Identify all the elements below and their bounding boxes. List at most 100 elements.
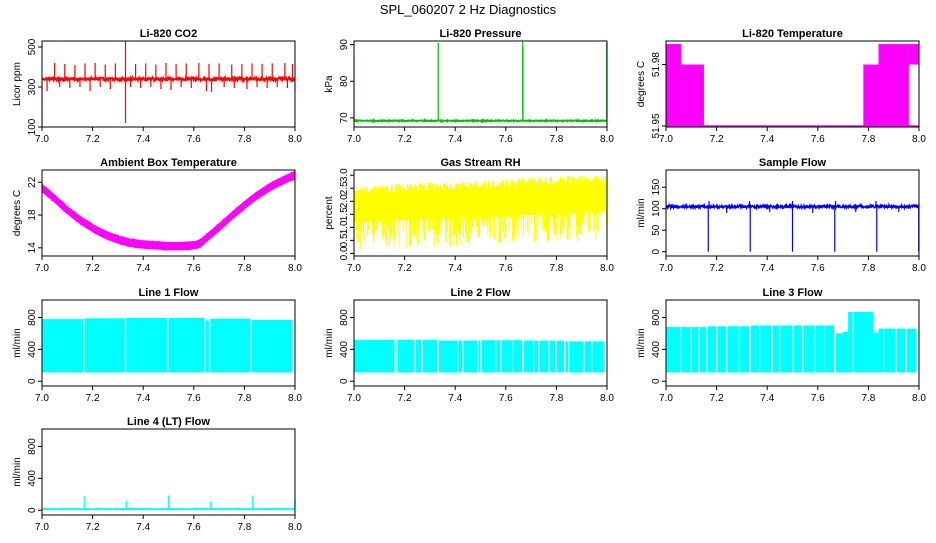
- series-line: [42, 74, 295, 84]
- panel-line1-flow: Line 1 Flow 7.0 7.2 7.4 7.6 7.8 8.0 0 400 800 ml/m…: [0, 284, 310, 414]
- plot-frame: [665, 40, 920, 128]
- x-tick-label: 7.0: [35, 134, 49, 145]
- x-tick-label: 8.0: [600, 393, 614, 404]
- y-axis-label: ml/min: [12, 457, 23, 486]
- flow-block: [205, 320, 209, 373]
- series-rh: [354, 175, 607, 250]
- x-tick-label: 7.0: [347, 134, 361, 145]
- x-tick-label: 8.0: [912, 393, 926, 404]
- y-tick-label: 0.5: [339, 233, 350, 247]
- x-tick-label: 8.0: [600, 263, 614, 274]
- panel-li820-temperature: Li-820 Temperature 7.0 7.2 7.4 7.6 7.8 8.0 51.9…: [624, 25, 934, 155]
- flow-block: [42, 319, 84, 373]
- flow-block: [793, 325, 835, 373]
- x-tick-label: 7.4: [136, 134, 150, 145]
- y-tick-label: 300: [27, 78, 38, 95]
- y-tick-label: 0: [651, 248, 662, 254]
- flow-block: [523, 340, 564, 373]
- x-tick-label: 7.4: [448, 134, 462, 145]
- x-tick-label: 7.8: [237, 263, 251, 274]
- y-axis-label: degrees C: [12, 190, 23, 236]
- panel-line4-lt-flow: Line 4 (LT) Flow 7.0 7.2 7.4 7.6 7.8 8.0 0 400 80…: [0, 413, 310, 543]
- x-tick-label: 7.4: [136, 263, 150, 274]
- plot-frame: [41, 428, 296, 516]
- x-tick-label: 7.2: [86, 522, 100, 533]
- series-temperature: [666, 44, 919, 127]
- y-axis-label: ml/min: [12, 328, 23, 357]
- x-tick-label: 8.0: [288, 263, 302, 274]
- value-band: [908, 44, 919, 65]
- panel-li820-co2: Li-820 CO2 7.0 7.2 7.4 7.6 7.8 8.0 100 300 500 Lic…: [0, 25, 310, 155]
- y-axis-label: kPa: [324, 75, 335, 93]
- flow-block: [210, 318, 251, 373]
- y-tick-label: 0: [27, 378, 38, 384]
- chart-title: Sample Flow: [759, 157, 827, 169]
- y-tick-label: 51.95: [651, 113, 662, 138]
- y-tick-label: 0: [27, 507, 38, 513]
- plot-frame: [665, 169, 920, 257]
- x-tick-label: 7.2: [398, 263, 412, 274]
- x-tick-label: 7.0: [35, 263, 49, 274]
- series-line1: [42, 300, 293, 386]
- plot-frame: [41, 169, 296, 257]
- panel-gas-stream-rh: Gas Stream RH 7.0 7.2 7.4 7.6 7.8 8.0 0.0 0.5 1.0…: [312, 154, 622, 284]
- panel-ambient-box-temperature: Ambient Box Temperature 7.0 7.2 7.4 7.6 7.8 8.…: [0, 154, 310, 284]
- x-tick-label: 7.0: [659, 134, 673, 145]
- chart-title: Ambient Box Temperature: [100, 157, 237, 169]
- y-tick-label: 0.0: [339, 246, 350, 260]
- plot-frame: [665, 299, 920, 387]
- y-axis-label: ml/min: [636, 328, 647, 357]
- y-tick-label: 80: [339, 75, 350, 87]
- y-tick-label: 70: [339, 112, 350, 124]
- x-tick-label: 7.2: [398, 134, 412, 145]
- x-tick-label: 7.0: [659, 393, 673, 404]
- panel-sample-flow: Sample Flow 7.0 7.2 7.4 7.6 7.8 8.0 0 50 100 150 ml…: [624, 154, 934, 284]
- panel-li820-pressure: Li-820 Pressure 7.0 7.2 7.4 7.6 7.8 8.0 70 80 90 k…: [312, 25, 622, 155]
- panel-line3-flow: Line 3 Flow 7.0 7.2 7.4 7.6 7.8 8.0 0 400 800 ml/m…: [624, 284, 934, 414]
- series-line4: [42, 495, 295, 511]
- y-tick-label: 3.0: [339, 168, 350, 182]
- y-tick-label: 400: [339, 341, 350, 358]
- series-co2: [42, 41, 295, 127]
- x-tick-label: 7.4: [136, 393, 150, 404]
- series-line: [354, 175, 607, 250]
- y-tick-label: 18: [27, 209, 38, 221]
- flow-block: [843, 331, 849, 373]
- flow-block: [750, 325, 793, 373]
- x-tick-label: 7.0: [659, 263, 673, 274]
- flow-block: [438, 340, 481, 373]
- x-tick-label: 7.8: [237, 134, 251, 145]
- y-axis-label: degrees C: [636, 61, 647, 107]
- value-band: [681, 64, 704, 126]
- y-tick-label: 400: [27, 470, 38, 487]
- x-tick-label: 7.6: [187, 393, 201, 404]
- x-tick-label: 7.0: [347, 393, 361, 404]
- x-tick-label: 7.8: [549, 263, 563, 274]
- y-tick-label: 800: [27, 309, 38, 326]
- flow-block: [666, 327, 707, 373]
- flow-block: [835, 333, 844, 373]
- chart-title: Line 1 Flow: [139, 287, 199, 299]
- x-tick-label: 7.8: [861, 393, 875, 404]
- series-line2: [354, 300, 605, 386]
- x-tick-label: 8.0: [912, 134, 926, 145]
- flow-block: [848, 311, 874, 373]
- y-tick-label: 0: [651, 378, 662, 384]
- chart-title: Gas Stream RH: [440, 157, 520, 169]
- x-tick-label: 8.0: [288, 393, 302, 404]
- x-tick-label: 7.0: [347, 263, 361, 274]
- y-tick-label: 14: [27, 242, 38, 254]
- x-tick-label: 7.2: [86, 263, 100, 274]
- y-tick-label: 22: [27, 176, 38, 188]
- x-tick-label: 7.0: [35, 393, 49, 404]
- plot-frame: [353, 169, 608, 257]
- y-tick-label: 100: [27, 118, 38, 135]
- plot-frame: [353, 40, 608, 128]
- y-tick-label: 1.5: [339, 207, 350, 221]
- y-axis-label: percent: [324, 196, 335, 230]
- x-tick-label: 8.0: [600, 134, 614, 145]
- value-band: [666, 44, 682, 126]
- series-band: [42, 170, 295, 251]
- y-tick-label: 400: [651, 341, 662, 358]
- x-tick-label: 8.0: [912, 263, 926, 274]
